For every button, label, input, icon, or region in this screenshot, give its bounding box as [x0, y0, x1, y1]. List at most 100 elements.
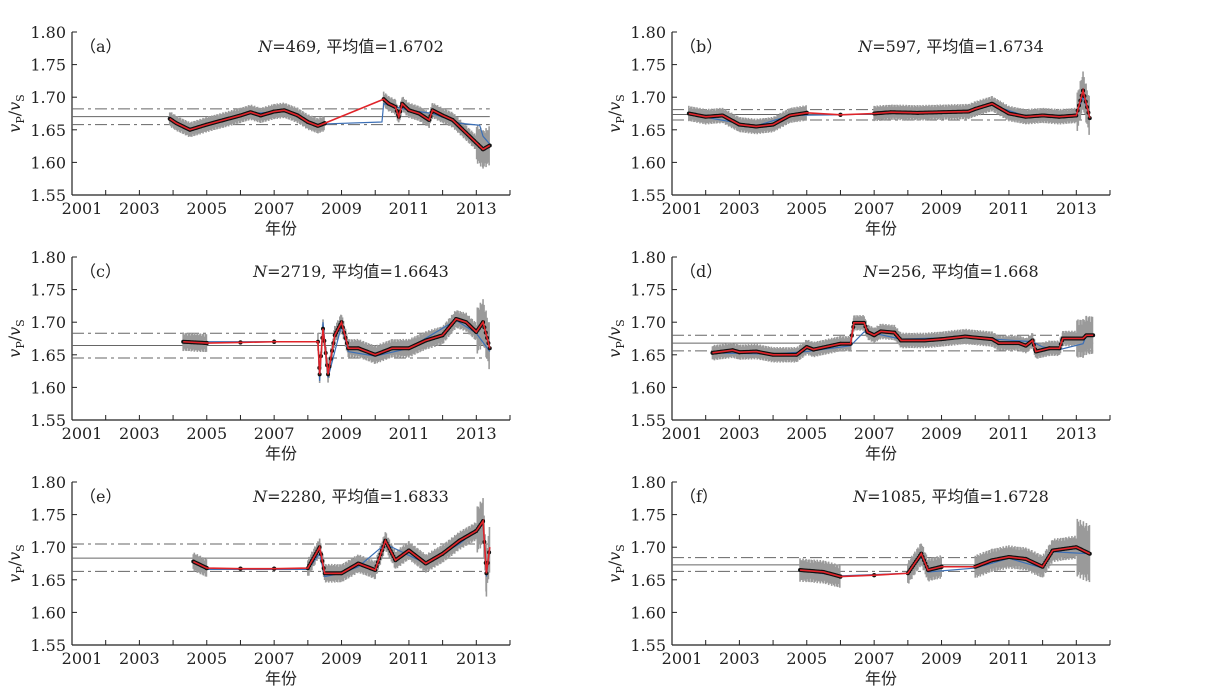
x-axis-label: 年份: [265, 669, 297, 688]
y-label-sep: /: [605, 560, 624, 566]
y-label-v: v: [5, 327, 24, 336]
x-tick-label: 2013: [1056, 649, 1097, 668]
y-label-sep: /: [605, 110, 624, 116]
y-label-v: v: [5, 552, 24, 561]
y-tick-label: 1.65: [630, 571, 666, 590]
y-tick-label: 1.60: [30, 603, 66, 622]
y-label-v: v: [5, 102, 24, 111]
y-label-sep: /: [605, 335, 624, 341]
title-rest: =2719, 平均值=1.6643: [267, 262, 449, 281]
x-tick-label: 2001: [662, 649, 703, 668]
title-n: N: [852, 487, 868, 506]
y-tick-label: 1.55: [30, 186, 66, 205]
title-rest: =469, 平均值=1.6702: [272, 37, 444, 56]
red-series-line: [183, 318, 491, 375]
panel-d: 2001 2003 2005 2007 2009 2011 2013 1.55 1.60 1.65…: [605, 248, 1111, 463]
y-tick-label: 1.70: [30, 538, 66, 557]
y-label-sub-p: P: [14, 341, 27, 349]
y-label-sub-p: P: [14, 566, 27, 574]
y-tick-label: 1.65: [30, 346, 66, 365]
y-tick-label: 1.75: [30, 506, 66, 525]
x-tick-label: 2007: [854, 424, 895, 443]
y-label-v: v: [605, 102, 624, 111]
x-tick-label: 2011: [989, 424, 1030, 443]
y-tick-label: 1.55: [630, 636, 666, 655]
error-bars: [799, 518, 1091, 588]
title-n: N: [252, 487, 268, 506]
y-label-v: v: [605, 124, 624, 133]
panel-f: 2001 2003 2005 2007 2009 2011 2013 1.55 1.60 1.65…: [605, 473, 1111, 688]
panel-title: N=256, 平均值=1.668: [862, 262, 1038, 281]
y-label-sep: /: [5, 335, 24, 341]
y-tick-label: 1.75: [30, 281, 66, 300]
x-tick-label: 2003: [119, 424, 160, 443]
y-tick-label: 1.65: [630, 346, 666, 365]
y-tick-label: 1.75: [630, 281, 666, 300]
x-tick-label: 2013: [1056, 199, 1097, 218]
panel-e: 2001 2003 2005 2007 2009 2011 2013 1.55 1.60 1.65…: [5, 473, 511, 688]
title-rest: =2280, 平均值=1.6833: [267, 487, 449, 506]
x-tick-label: 2005: [786, 199, 827, 218]
y-tick-label: 1.70: [630, 88, 666, 107]
x-tick-label: 2009: [921, 199, 962, 218]
x-tick-label: 2013: [456, 424, 497, 443]
x-tick-label: 2001: [662, 199, 703, 218]
y-tick-label: 1.75: [630, 56, 666, 75]
x-tick-label: 2005: [186, 649, 227, 668]
panel-label: （a）: [80, 37, 122, 56]
x-tick-label: 2011: [989, 199, 1030, 218]
x-tick-label: 2013: [456, 649, 497, 668]
x-tick-label: 2007: [254, 199, 295, 218]
x-axis-label: 年份: [865, 219, 897, 238]
y-tick-label: 1.60: [30, 153, 66, 172]
y-label-v: v: [605, 574, 624, 583]
y-label-sep: /: [5, 560, 24, 566]
x-tick-label: 2013: [456, 199, 497, 218]
y-tick-label: 1.65: [30, 571, 66, 590]
x-tick-label: 2003: [719, 199, 760, 218]
y-axis-label: vP/vS: [5, 544, 27, 582]
y-label-sub-p: P: [614, 341, 627, 349]
x-tick-label: 2009: [321, 424, 362, 443]
x-tick-label: 2007: [254, 649, 295, 668]
x-tick-label: 2009: [321, 199, 362, 218]
x-tick-label: 2007: [854, 649, 895, 668]
y-tick-label: 1.60: [630, 153, 666, 172]
error-bars: [182, 299, 490, 383]
y-tick-label: 1.80: [30, 248, 66, 267]
panel-b: 2001 2003 2005 2007 2009 2011 2013 1.55 1.60 1.65…: [605, 23, 1111, 238]
y-label-sub-s: S: [614, 319, 627, 327]
y-label-sub-p: P: [614, 566, 627, 574]
x-tick-label: 2003: [719, 649, 760, 668]
x-tick-label: 2003: [719, 424, 760, 443]
panel-a: 2001 2003 2005 2007 2009 2011 2013 1.55 1.60 1.65…: [5, 23, 511, 238]
panel-label: （b）: [680, 37, 722, 56]
y-tick-label: 1.60: [630, 603, 666, 622]
panel-title: N=2719, 平均值=1.6643: [252, 262, 449, 281]
red-series-line: [192, 518, 491, 575]
y-label-v: v: [605, 327, 624, 336]
panel-label: （f）: [680, 487, 718, 506]
y-axis-label: vP/vS: [605, 319, 627, 357]
y-tick-label: 1.70: [630, 313, 666, 332]
y-tick-label: 1.55: [30, 411, 66, 430]
y-label-sub-s: S: [14, 319, 27, 327]
x-tick-label: 2001: [662, 424, 703, 443]
y-tick-label: 1.75: [30, 56, 66, 75]
y-label-sep: /: [5, 110, 24, 116]
title-n: N: [257, 37, 273, 56]
y-axis-label: vP/vS: [605, 544, 627, 582]
y-label-sub-s: S: [14, 544, 27, 552]
y-tick-label: 1.55: [630, 411, 666, 430]
x-tick-label: 2009: [921, 649, 962, 668]
y-label-v: v: [605, 552, 624, 561]
x-tick-label: 2003: [119, 199, 160, 218]
y-tick-label: 1.55: [630, 186, 666, 205]
error-bars: [168, 91, 490, 169]
x-tick-label: 2009: [921, 424, 962, 443]
y-label-sub-s: S: [614, 544, 627, 552]
y-tick-label: 1.80: [630, 473, 666, 492]
y-label-v: v: [605, 349, 624, 358]
y-label-sub-s: S: [14, 94, 27, 102]
